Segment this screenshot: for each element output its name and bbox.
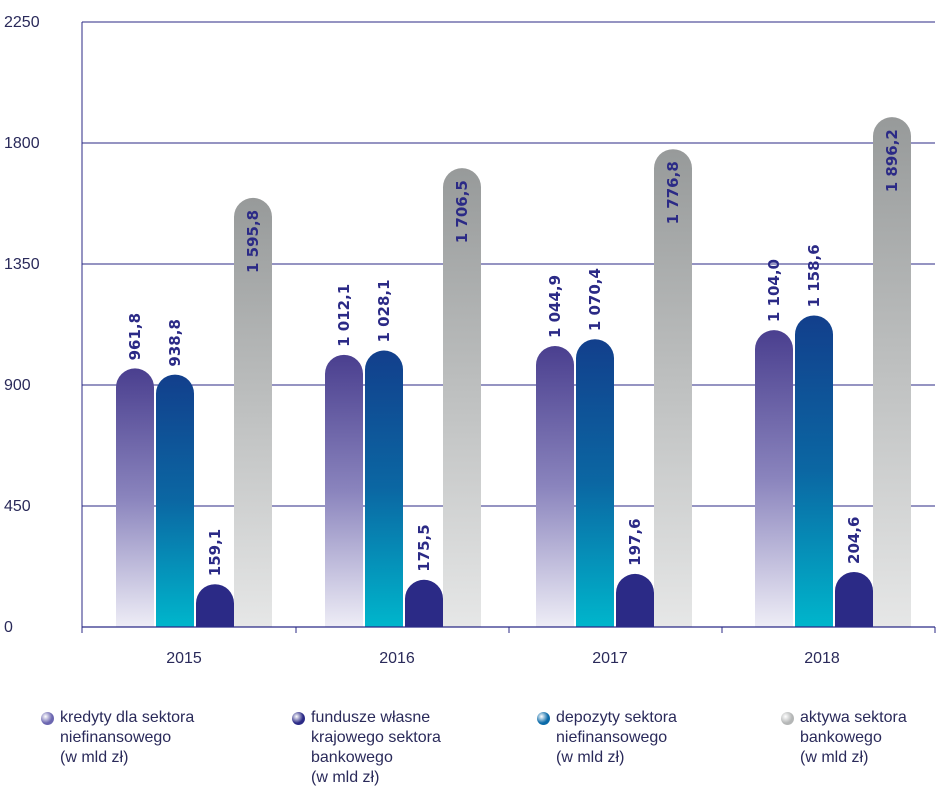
x-tick-label: 2017	[592, 650, 628, 667]
y-tick-label: 1350	[4, 256, 40, 273]
value-label: 1 028,1	[375, 279, 393, 342]
bar-aktywa	[873, 117, 911, 628]
bars	[116, 117, 911, 628]
legend-dot-depozyty	[537, 712, 550, 725]
value-label: 1 896,2	[883, 129, 901, 192]
bar-depozyty	[576, 339, 614, 627]
value-label: 1 104,0	[765, 259, 783, 322]
bar-chart: 0 450 900 1350 1800 2250 961,8 938,8 159,1 1 595…	[4, 14, 936, 667]
bar-kredyty	[755, 330, 793, 627]
bar-kredyty	[536, 346, 574, 627]
value-label: 1 776,8	[664, 161, 682, 224]
value-label: 961,8	[126, 313, 144, 360]
y-tick-label: 900	[4, 377, 31, 394]
bar-depozyty	[365, 350, 403, 627]
legend-dot-aktywa	[781, 712, 794, 725]
y-tick-label: 0	[4, 619, 13, 636]
x-tick-label: 2016	[379, 650, 415, 667]
legend-item-depozyty: depozyty sektora niefinansowego (w mld z…	[537, 708, 677, 768]
bar-kredyty	[116, 368, 154, 627]
value-label: 197,6	[626, 518, 644, 565]
y-tick-label: 2250	[4, 14, 40, 31]
bar-kredyty	[325, 354, 363, 627]
value-labels: 961,8 938,8 159,1 1 595,8 1 012,1 1 028,1 175,…	[126, 129, 901, 576]
value-label: 1 595,8	[244, 210, 262, 273]
bar-aktywa	[234, 197, 272, 627]
x-axis: 2015 2016 2017 2018	[81, 22, 936, 667]
value-label: 938,8	[166, 319, 184, 366]
legend-dot-fundusze	[292, 712, 305, 725]
value-label: 1 044,9	[546, 275, 564, 338]
value-label: 204,6	[845, 517, 863, 564]
x-tick-label: 2015	[166, 650, 202, 667]
legend-item-kredyty: kredyty dla sektora niefinansowego (w ml…	[41, 708, 194, 768]
legend-label-kredyty: kredyty dla sektora niefinansowego (w ml…	[60, 709, 195, 766]
bar-aktywa	[443, 168, 481, 627]
legend-label-aktywa: aktywa sektora bankowego (w mld zł)	[800, 709, 907, 766]
x-tick-label: 2018	[804, 650, 840, 667]
value-label: 175,5	[415, 524, 433, 571]
bar-depozyty	[156, 374, 194, 627]
bar-fundusze	[196, 584, 234, 627]
value-label: 1 158,6	[805, 244, 823, 307]
legend-item-fundusze: fundusze własne krajowego sektora bankow…	[292, 708, 441, 788]
y-axis-labels: 0 450 900 1350 1800 2250	[4, 14, 40, 636]
bar-fundusze	[405, 579, 443, 627]
value-label: 1 070,4	[586, 268, 604, 331]
legend: kredyty dla sektora niefinansowego (w ml…	[0, 708, 939, 794]
bar-fundusze	[835, 571, 873, 627]
bar-aktywa	[654, 149, 692, 627]
value-label: 159,1	[206, 529, 224, 576]
legend-label-depozyty: depozyty sektora niefinansowego (w mld z…	[556, 709, 677, 766]
bar-depozyty	[795, 315, 833, 627]
y-tick-label: 450	[4, 498, 31, 515]
value-label: 1 012,1	[335, 284, 353, 347]
y-tick-label: 1800	[4, 135, 40, 152]
legend-label-fundusze: fundusze własne krajowego sektora bankow…	[311, 709, 441, 786]
legend-dot-kredyty	[41, 712, 54, 725]
value-label: 1 706,5	[453, 180, 471, 243]
legend-item-aktywa: aktywa sektora bankowego (w mld zł)	[781, 708, 907, 768]
bar-fundusze	[616, 573, 654, 627]
